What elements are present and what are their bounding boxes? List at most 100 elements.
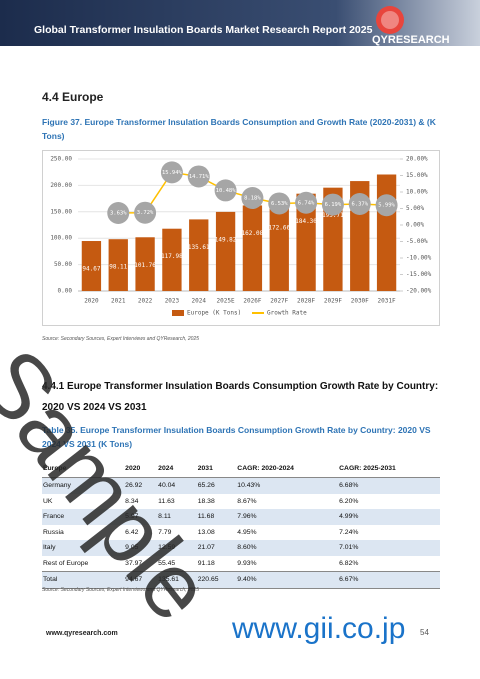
x-tick-label: 2020 [84, 298, 99, 305]
table-cell: 11.63 [158, 497, 175, 505]
x-tick-label: 2027F [270, 298, 288, 305]
line-label: 6.74% [298, 200, 315, 206]
page-number: 54 [420, 628, 429, 637]
table-cell: 135.61 [157, 571, 197, 589]
table-row: Russia 6.42 7.79 13.08 4.95% 7.24% [42, 525, 440, 541]
bar-label: 184.30 [295, 218, 317, 225]
x-tick-label: 2026F [243, 298, 261, 305]
table-cell: 8.60% [236, 540, 339, 556]
bar-label: 195.71 [322, 212, 344, 219]
column-header: CAGR: 2025-2031 [338, 460, 440, 478]
table-cell: Italy [42, 540, 125, 556]
y2-tick-label: 10.00% [406, 189, 428, 196]
x-tick-label: 2024 [192, 298, 207, 305]
logo-text: QYRESEARCH [372, 34, 450, 46]
table-cell: 7.79 [158, 528, 172, 536]
subsection-heading: 4.4.1 Europe Transformer Insulation Boar… [42, 381, 439, 413]
table-cell: 55.45 [158, 559, 176, 567]
table-cell: 21.07 [196, 540, 237, 556]
line-marker [268, 192, 291, 215]
bar-label: 135.61 [188, 244, 210, 251]
table-cell: Germany [42, 477, 125, 494]
table-cell: 94.67 [124, 571, 158, 589]
footer-url: www.qyresearch.com [46, 630, 118, 637]
line-label: 6.53% [271, 201, 288, 207]
bar-label: 172.66 [268, 224, 290, 231]
table-cell: 9.40% [236, 571, 339, 589]
table-cell: 6.67% [338, 571, 440, 589]
table-cell: 8.67% [237, 497, 257, 505]
line-label: 3.63% [110, 211, 127, 217]
table-row: Total 94.67 135.61 220.65 9.40% 6.67% [42, 571, 440, 589]
figure-caption: Figure 37. Europe Transformer Insulation… [42, 117, 436, 141]
table-cell: France [42, 509, 125, 525]
table-cell: 9.05 [124, 540, 158, 556]
table-row: Germany 26.92 40.04 65.26 10.43% 6.68% [42, 477, 440, 494]
bar-label: 98.11 [109, 264, 127, 271]
x-tick-label: 2022 [138, 298, 153, 305]
table-row: France 5.97 8.11 11.68 7.96% 4.99% [42, 509, 440, 525]
y-tick-label: 0.00 [58, 288, 73, 295]
line-label: 8.18% [244, 196, 261, 202]
table-cell: 65.26 [196, 477, 237, 494]
bar [242, 205, 263, 291]
bar [269, 199, 289, 291]
table-cell: 26.92 [124, 477, 158, 494]
y2-tick-label: 15.00% [406, 172, 428, 179]
table-cell: 7.96% [236, 509, 339, 525]
x-tick-label: 2029F [324, 298, 342, 305]
column-header: Europe [42, 460, 125, 478]
line-label: 6.19% [325, 202, 342, 208]
line-label: 14.71% [189, 174, 210, 180]
bar [189, 219, 209, 291]
x-tick-label: 2025E [217, 298, 235, 305]
bar [296, 193, 316, 291]
chart: 0.00 50.00 100.00 150.00 200.00 250.00 -20.00%… [42, 150, 440, 326]
line-marker [107, 202, 130, 225]
header-title: Global Transformer Insulation Boards Mar… [34, 24, 373, 36]
table-cell: 6.20% [339, 497, 359, 505]
table-cell: 7.24% [339, 528, 359, 536]
table-row: Italy 9.05 12.59 21.07 8.60% 7.01% [42, 540, 440, 556]
bar [135, 237, 155, 291]
legend-label: Growth Rate [267, 310, 307, 317]
table-cell: Russia [43, 528, 64, 536]
table: Europe 2020 2024 2031 CAGR: 2020-2024 CAGR: 2… [42, 460, 440, 589]
legend-label: Europe (K Tons) [187, 310, 241, 317]
table-cell: UK [43, 497, 53, 505]
y2-tick-label: -20.00% [406, 288, 432, 295]
y2-tick-label: -10.00% [406, 255, 432, 262]
source-note: Source: Secondary Sources, Expert Interv… [42, 336, 200, 342]
table-cell: Rest of Europe [43, 559, 89, 567]
bar [215, 211, 236, 291]
logo-icon [376, 6, 404, 34]
bar-label: 162.08 [242, 230, 264, 237]
table-row: UK 8.34 11.63 18.38 8.67% 6.20% [42, 494, 440, 510]
table-cell: 5.97 [124, 509, 158, 525]
table-cell: 4.95% [237, 528, 257, 536]
column-header: 2024 [157, 460, 197, 478]
table-cell: 4.99% [338, 509, 440, 525]
table-cell: 13.08 [197, 528, 215, 536]
table-cell: 7.01% [338, 540, 440, 556]
table-cell: 40.04 [157, 477, 197, 494]
table-cell: 6.82% [339, 559, 359, 567]
bar-label: 117.98 [161, 253, 183, 260]
line-marker [214, 179, 237, 202]
table-cell: 10.43% [236, 477, 339, 494]
bar-label: 101.76 [134, 262, 156, 269]
line-label: 6.37% [351, 201, 368, 207]
y2-tick-label: -5.00% [406, 238, 428, 245]
line-label: 3.72% [137, 210, 154, 216]
table-cell: 8.11 [157, 509, 197, 525]
y2-tick-label: -15.00% [406, 271, 432, 278]
bar-label: 94.67 [82, 266, 100, 273]
source-note: Source: Secondary Sources, Expert Interv… [42, 587, 200, 593]
x-tick-label: 2021 [111, 298, 126, 305]
line-label: 15.94% [162, 170, 183, 176]
chart-frame [42, 150, 440, 326]
table-cell: 9.93% [237, 559, 257, 567]
line-marker [241, 187, 264, 210]
x-tick-label: 2031F [378, 298, 396, 305]
